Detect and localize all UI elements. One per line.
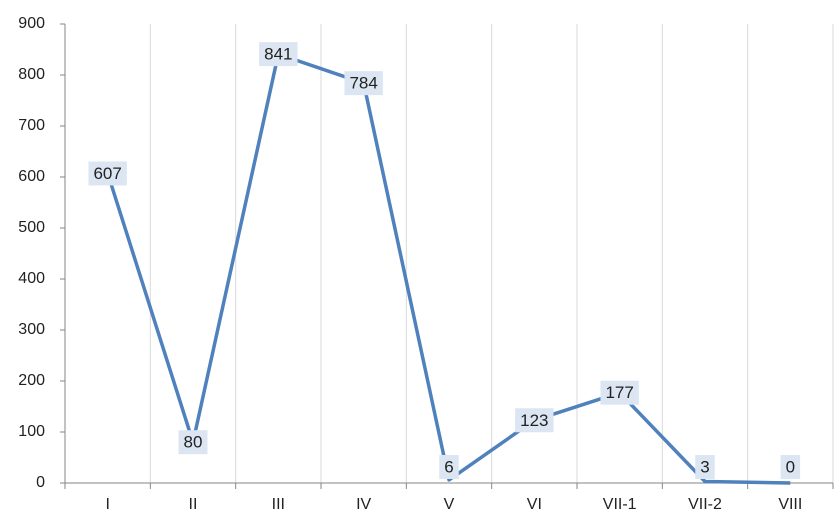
data-label-text: 6 [444,457,453,476]
y-tick-label: 300 [18,321,45,338]
data-label: 80 [178,430,208,455]
data-label-box [344,71,383,96]
x-tick-label: V [444,496,455,513]
y-tick-label: 600 [18,168,45,185]
data-label: 177 [600,380,639,405]
data-label-text: 80 [184,433,203,452]
x-tick-label: I [105,496,109,513]
y-tick-label: 200 [18,372,45,389]
y-tick-label: 400 [18,270,45,287]
data-label: 607 [88,161,127,186]
data-label-text: 607 [93,164,121,183]
x-tick-label: VII-2 [688,496,722,513]
data-label-text: 123 [520,411,548,430]
y-tick-label: 0 [36,474,45,491]
data-label-text: 841 [264,45,292,64]
data-label: 0 [780,455,801,479]
data-label-box [88,161,127,186]
data-label: 3 [695,455,715,479]
data-label: 6 [439,455,459,479]
data-label: 123 [515,408,554,433]
data-label-text: 784 [349,74,377,93]
x-tick-label: VI [527,496,542,513]
data-label-box [439,455,459,479]
y-tick-label: 700 [18,117,45,134]
y-tick-label: 100 [18,423,45,440]
data-label-text: 177 [605,383,633,402]
data-label-box [600,380,639,405]
x-tick-label: IV [356,496,371,513]
x-tick-label: VII-1 [603,496,637,513]
data-label: 841 [259,42,298,67]
data-label-box [695,455,715,479]
data-label-box [259,42,298,67]
y-tick-label: 500 [18,219,45,236]
x-tick-label: III [272,496,285,513]
x-tick-label: VIII [778,496,802,513]
data-label-box [178,430,208,455]
y-tick-label: 800 [18,66,45,83]
data-label-text: 3 [700,457,709,476]
x-tick-label: II [189,496,198,513]
data-line [106,52,791,485]
data-label-box [515,408,554,433]
data-label-text: 0 [786,457,795,476]
data-label: 784 [344,71,383,96]
y-tick-label: 900 [18,15,45,32]
data-label-box [780,455,801,479]
